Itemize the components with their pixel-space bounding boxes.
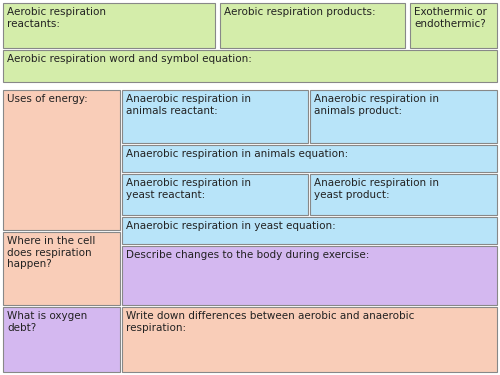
Text: Where in the cell
does respiration
happen?: Where in the cell does respiration happe… bbox=[7, 236, 96, 269]
Text: Aerobic respiration
reactants:: Aerobic respiration reactants: bbox=[7, 7, 106, 28]
Text: Aerobic respiration word and symbol equation:: Aerobic respiration word and symbol equa… bbox=[7, 54, 252, 64]
Text: What is oxygen
debt?: What is oxygen debt? bbox=[7, 311, 87, 333]
FancyBboxPatch shape bbox=[122, 307, 497, 372]
FancyBboxPatch shape bbox=[3, 90, 120, 230]
Text: Describe changes to the body during exercise:: Describe changes to the body during exer… bbox=[126, 250, 370, 260]
Text: Uses of energy:: Uses of energy: bbox=[7, 94, 88, 104]
FancyBboxPatch shape bbox=[3, 3, 215, 48]
FancyBboxPatch shape bbox=[122, 145, 497, 172]
FancyBboxPatch shape bbox=[410, 3, 497, 48]
FancyBboxPatch shape bbox=[310, 174, 497, 215]
Text: Anaerobic respiration in
yeast reactant:: Anaerobic respiration in yeast reactant: bbox=[126, 178, 251, 200]
Text: Anaerobic respiration in
yeast product:: Anaerobic respiration in yeast product: bbox=[314, 178, 439, 200]
FancyBboxPatch shape bbox=[3, 50, 497, 82]
FancyBboxPatch shape bbox=[122, 90, 308, 143]
Text: Anaerobic respiration in yeast equation:: Anaerobic respiration in yeast equation: bbox=[126, 221, 336, 231]
Text: Anaerobic respiration in animals equation:: Anaerobic respiration in animals equatio… bbox=[126, 149, 348, 159]
FancyBboxPatch shape bbox=[122, 246, 497, 305]
Text: Write down differences between aerobic and anaerobic
respiration:: Write down differences between aerobic a… bbox=[126, 311, 414, 333]
FancyBboxPatch shape bbox=[310, 90, 497, 143]
FancyBboxPatch shape bbox=[220, 3, 405, 48]
Text: Anaerobic respiration in
animals reactant:: Anaerobic respiration in animals reactan… bbox=[126, 94, 251, 116]
FancyBboxPatch shape bbox=[122, 217, 497, 244]
Text: Aerobic respiration products:: Aerobic respiration products: bbox=[224, 7, 376, 17]
FancyBboxPatch shape bbox=[3, 307, 120, 372]
Text: Exothermic or
endothermic?: Exothermic or endothermic? bbox=[414, 7, 487, 28]
Text: Anaerobic respiration in
animals product:: Anaerobic respiration in animals product… bbox=[314, 94, 439, 116]
FancyBboxPatch shape bbox=[122, 174, 308, 215]
FancyBboxPatch shape bbox=[3, 232, 120, 305]
